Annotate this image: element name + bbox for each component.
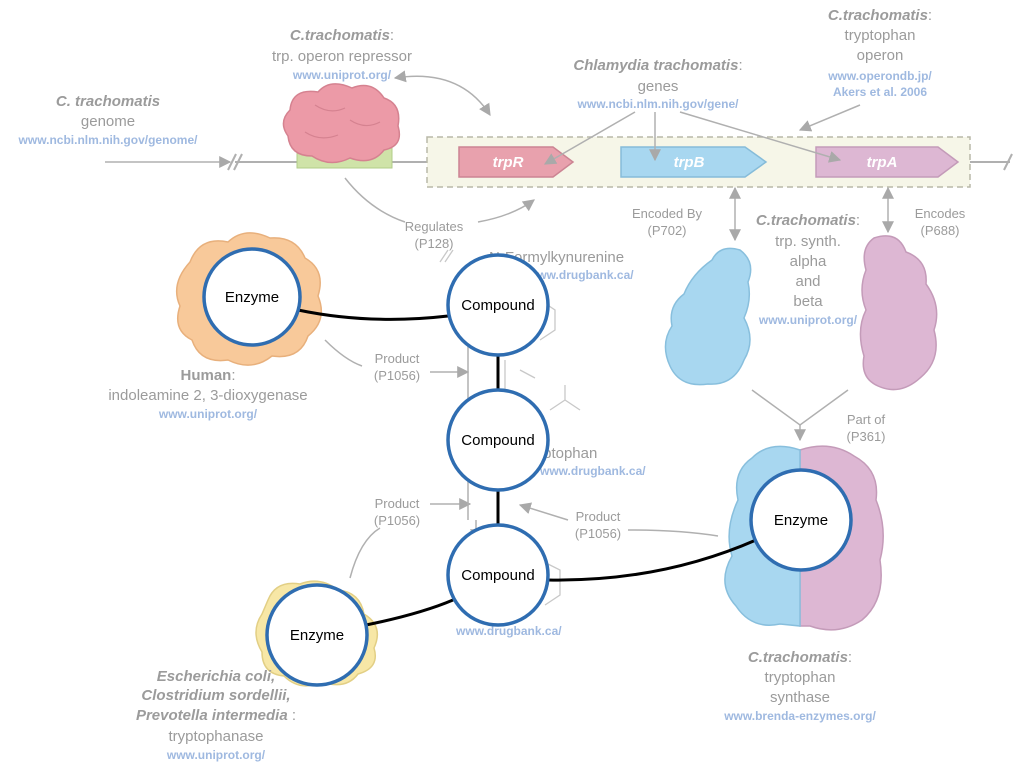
network-edges: [297, 308, 757, 627]
human-enzyme-link: www.uniprot.org/: [158, 407, 258, 421]
synthase-link: www.brenda-enzymes.org/: [723, 709, 876, 723]
node-compound-mid[interactable]: Compound: [446, 388, 550, 492]
subunits-organism-line: C.trachomatis:: [756, 212, 860, 229]
node-enzyme-bottom-left[interactable]: Enzyme: [265, 583, 369, 687]
encoded-by-code: (P702): [647, 223, 686, 238]
subunit-beta-shape: [664, 247, 752, 386]
edge-compound-bottom-enzyme-right: [547, 538, 757, 582]
synthase-name2: synthase: [770, 689, 830, 706]
subunits-line2: alpha: [790, 253, 827, 270]
text-labels: C. trachomatis genome www.ncbi.nlm.nih.g…: [18, 7, 966, 762]
node-enzyme-human[interactable]: Enzyme: [202, 247, 302, 347]
gene-trpR-label: trpR: [493, 154, 524, 171]
subunit-alpha-shape: [859, 235, 938, 391]
regulates-code: (P128): [414, 236, 453, 251]
tryptophanase-name: tryptophanase: [168, 728, 263, 745]
human-organism-line: Human:: [180, 367, 235, 384]
gene-trpR: trpR: [458, 146, 575, 178]
genome-link: www.ncbi.nlm.nih.gov/genome/: [18, 133, 199, 147]
operon-link2: Akers et al. 2006: [833, 85, 927, 99]
node-enzyme-right-label: Enzyme: [774, 512, 828, 529]
product1-label: Product: [375, 351, 420, 366]
tryptophanase-organism3-line: Prevotella intermedia :: [136, 707, 296, 724]
node-compound-bottom-label: Compound: [461, 567, 534, 584]
operon-organism-line: C.trachomatis:: [828, 7, 932, 24]
operon-name: tryptophan: [845, 27, 916, 44]
genome-organism: C. trachomatis: [56, 93, 160, 110]
operon-name2: operon: [857, 47, 904, 64]
subunits-line1: trp. synth.: [775, 233, 841, 250]
part-of-label: Part of: [847, 412, 886, 427]
edge-enzyme-bl-compound-bottom: [365, 598, 454, 627]
part-of-code: (P361): [846, 429, 885, 444]
synthase-organism-line: C.trachomatis:: [748, 649, 852, 666]
indole-link: www.drugbank.ca/: [455, 624, 562, 638]
subunits-link: www.uniprot.org/: [758, 313, 858, 327]
node-compound-bottom[interactable]: Compound: [446, 523, 550, 627]
regulates-label: Regulates: [405, 219, 464, 234]
node-compound-top[interactable]: Compound: [446, 253, 550, 357]
product2-label: Product: [375, 496, 420, 511]
product1-code: (P1056): [374, 368, 420, 383]
repressor-name: trp. operon repressor: [272, 48, 412, 65]
n-formyl-link: www.drugbank.ca/: [527, 268, 634, 282]
product3-code: (P1056): [575, 526, 621, 541]
synthase-name: tryptophan: [765, 669, 836, 686]
gene-trpB-label: trpB: [674, 154, 705, 171]
tryptophan-link: www.drugbank.ca/: [539, 464, 646, 478]
genes-link: www.ncbi.nlm.nih.gov/gene/: [577, 97, 740, 111]
node-compound-top-label: Compound: [461, 297, 534, 314]
encodes-code: (P688): [920, 223, 959, 238]
node-enzyme-bottom-left-label: Enzyme: [290, 627, 344, 644]
genome-name: genome: [81, 113, 135, 130]
edge-enzyme-compound-top: [297, 308, 449, 321]
tryptophanase-link: www.uniprot.org/: [166, 748, 266, 762]
gene-trpA: trpA: [815, 146, 960, 178]
operon-link: www.operondb.jp/: [827, 69, 932, 83]
node-enzyme-human-label: Enzyme: [225, 289, 279, 306]
subunits-line4: beta: [793, 293, 823, 310]
encoded-by-label: Encoded By: [632, 206, 703, 221]
repressor-organism-line: C.trachomatis:: [290, 27, 394, 44]
tryptophanase-organism1: Escherichia coli,: [157, 668, 275, 685]
genes-organism-line: Chlamydia trachomatis:: [573, 57, 742, 74]
repressor-protein-shape: [282, 83, 401, 169]
node-compound-mid-label: Compound: [461, 432, 534, 449]
genes-name: genes: [638, 78, 679, 95]
repressor-link: www.uniprot.org/: [292, 68, 392, 82]
encodes-label: Encodes: [915, 206, 966, 221]
subunits-line3: and: [795, 273, 820, 290]
product2-code: (P1056): [374, 513, 420, 528]
node-enzyme-right[interactable]: Enzyme: [749, 468, 853, 572]
human-enzyme-name: indoleamine 2, 3-dioxygenase: [108, 387, 307, 404]
gene-trpA-label: trpA: [867, 154, 898, 171]
gene-trpB: trpB: [620, 146, 768, 178]
tryptophanase-organism2: Clostridium sordellii,: [141, 687, 290, 704]
product3-label: Product: [576, 509, 621, 524]
